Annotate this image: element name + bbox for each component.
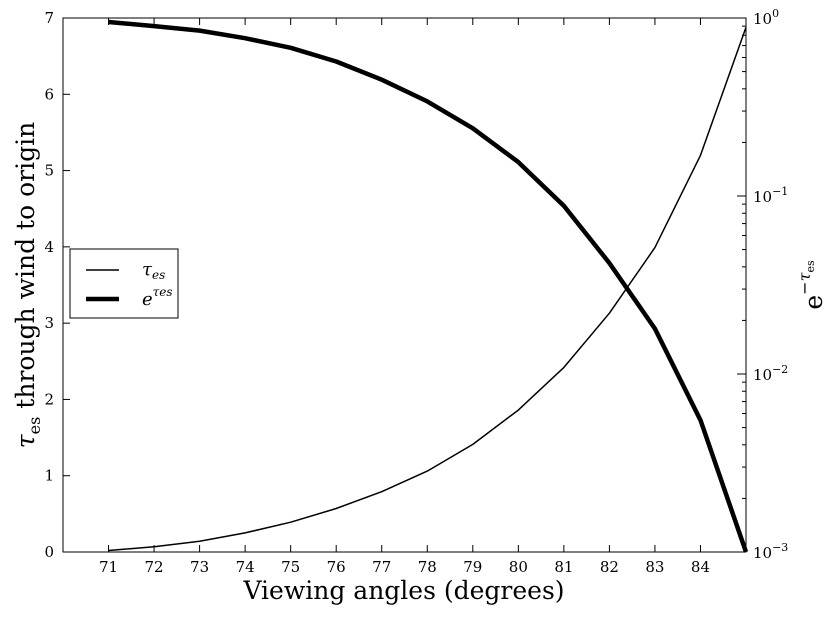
right-tick-label: 10−1 <box>753 185 788 206</box>
legend: τes eτes <box>69 248 179 319</box>
x-tick-label: 72 <box>145 558 164 576</box>
left-tick-label: 4 <box>44 238 54 256</box>
left-tick-label: 6 <box>44 85 54 103</box>
left-tick-label: 5 <box>44 162 54 180</box>
legend-label-tau-base: τ <box>142 259 153 280</box>
right-tick-label: 10−3 <box>753 541 788 562</box>
x-tick-label: 82 <box>600 558 619 576</box>
x-tick-label: 73 <box>190 558 209 576</box>
x-tick-label: 79 <box>463 558 482 576</box>
x-tick-label: 77 <box>372 558 391 576</box>
left-tick-label: 0 <box>44 543 54 561</box>
x-tick-label: 71 <box>99 558 118 576</box>
right-tick-label: 100 <box>753 7 779 28</box>
left-axis-label: τes through wind to origin <box>11 122 44 448</box>
legend-box <box>69 248 179 319</box>
left-axis-label-subscript: es <box>25 417 44 435</box>
left-tick-label: 3 <box>44 314 54 332</box>
x-tick-label: 83 <box>645 558 664 576</box>
legend-label-tau-sub: es <box>152 268 165 282</box>
right-tick-label: 10−2 <box>753 363 788 384</box>
left-tick-label: 2 <box>44 390 54 408</box>
left-axis-label-text: through wind to origin <box>11 122 40 417</box>
left-axis-ticks: 0 1 2 3 4 5 6 7 <box>44 9 70 561</box>
legend-label-exp-sup: τes <box>153 285 173 299</box>
x-tick-label: 84 <box>691 558 710 576</box>
x-tick-label: 74 <box>236 558 255 576</box>
series-line-exp <box>108 19 749 553</box>
left-tick-label: 7 <box>44 9 54 27</box>
left-axis-label-symbol: τ <box>11 433 40 448</box>
right-axis-ticks: 10−3 10−2 10−1 100 <box>737 7 788 562</box>
plot-frame <box>62 17 747 553</box>
legend-label-tau: τes <box>142 259 165 282</box>
x-tick-label: 81 <box>554 558 573 576</box>
x-tick-label: 76 <box>327 558 346 576</box>
x-axis-label: Viewing angles (degrees) <box>242 576 564 605</box>
legend-label-exp-base: e <box>142 289 153 310</box>
right-axis-label-exponent: −τ <box>795 271 814 294</box>
x-axis-ticks: 71 72 73 74 75 76 77 78 79 80 81 82 83 84 <box>99 18 710 576</box>
left-tick-label: 1 <box>44 467 54 485</box>
right-axis-label-subscript: es <box>804 260 817 273</box>
x-tick-label: 75 <box>281 558 300 576</box>
legend-label-exp: eτes <box>142 285 173 310</box>
series-layer <box>108 19 749 553</box>
x-tick-label: 80 <box>509 558 528 576</box>
right-axis-label-base: e <box>799 295 828 310</box>
x-tick-label: 78 <box>418 558 437 576</box>
right-axis-label: e−τes <box>795 260 828 310</box>
series-line-tau <box>108 26 747 552</box>
